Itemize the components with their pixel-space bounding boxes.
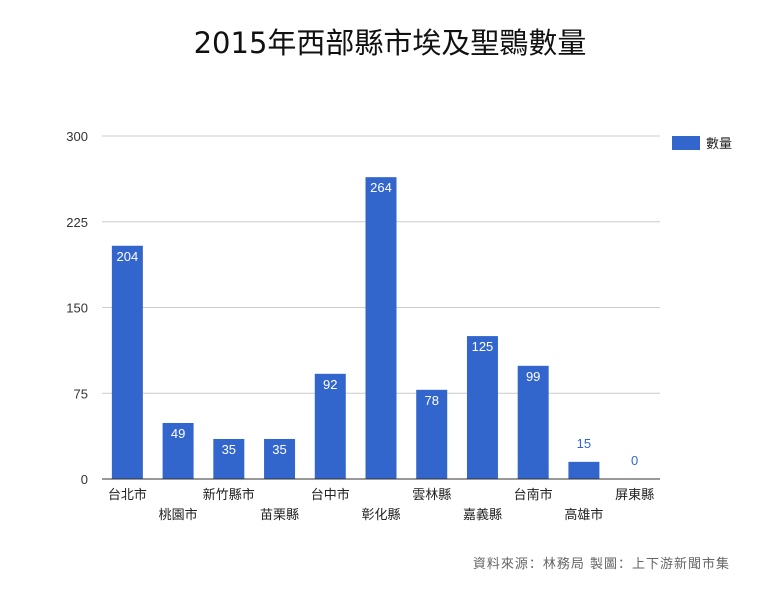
y-tick-label: 0	[81, 472, 88, 487]
x-tick-label: 苗栗縣	[260, 508, 299, 523]
data-label: 35	[222, 442, 236, 457]
x-tick-label: 彰化縣	[361, 507, 400, 523]
x-tick-label: 高雄市	[564, 507, 603, 523]
data-label: 35	[272, 442, 286, 457]
data-label: 15	[577, 436, 591, 451]
bar	[111, 245, 143, 479]
bars	[111, 177, 600, 479]
legend: 數量	[672, 133, 732, 152]
data-label: 78	[424, 393, 438, 408]
data-labels: 204 49 35 35 92 264 78 125 99 15 0	[117, 180, 639, 468]
data-label: 125	[472, 339, 494, 354]
y-tick-label: 225	[66, 215, 88, 230]
x-tick-label: 屏東縣	[615, 487, 654, 503]
y-tick-label: 75	[74, 386, 88, 401]
bar	[162, 422, 194, 479]
x-tick-label: 雲林縣	[412, 488, 451, 503]
bar	[466, 336, 498, 479]
bar	[314, 373, 346, 479]
data-label: 92	[323, 377, 337, 392]
y-tick-label: 150	[66, 301, 88, 316]
chart-title: 2015年西部縣市埃及聖䴉數量	[193, 26, 587, 60]
data-label: 99	[526, 369, 540, 384]
data-label: 0	[631, 453, 638, 468]
bar	[517, 365, 549, 479]
bar	[365, 177, 397, 479]
x-tick-label: 新竹縣市	[203, 487, 255, 503]
bar	[416, 389, 448, 479]
data-label: 204	[117, 249, 139, 264]
x-tick-label: 台中市	[311, 487, 350, 503]
bar	[213, 438, 245, 479]
data-label: 264	[370, 180, 392, 195]
source-credit: 資料來源：林務局 製圖：上下游新聞市集	[472, 557, 730, 572]
legend-swatch	[672, 135, 700, 150]
legend-label: 數量	[706, 137, 733, 152]
x-tick-label: 嘉義縣	[463, 507, 502, 523]
data-label: 49	[171, 426, 185, 441]
bar	[568, 461, 600, 479]
axes: 075150225300台北市桃園市新竹縣市苗栗縣台中市彰化縣雲林縣嘉義縣台南市…	[66, 129, 660, 523]
y-tick-label: 300	[66, 129, 88, 144]
bar	[264, 438, 296, 479]
x-tick-label: 桃園市	[159, 507, 198, 523]
x-tick-label: 台南市	[514, 487, 553, 503]
x-tick-label: 台北市	[108, 487, 147, 503]
